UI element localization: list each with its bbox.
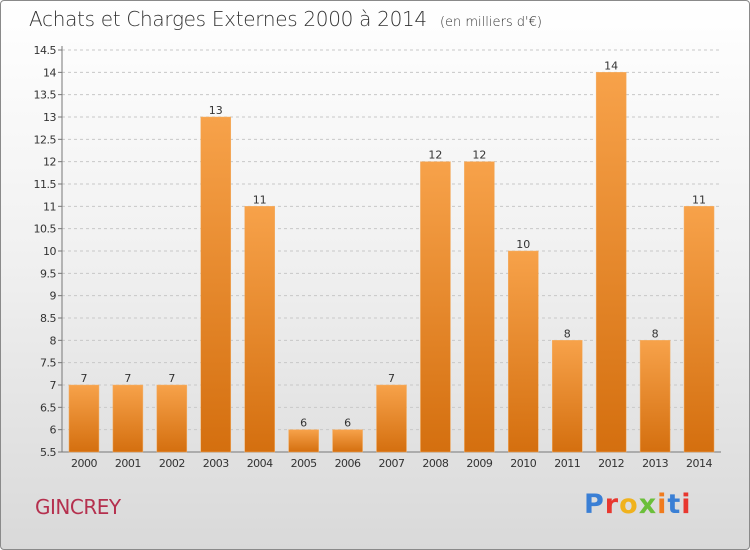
brand-letter: x [638, 489, 658, 520]
x-tick-label: 2013 [642, 457, 668, 470]
y-tick-label: 7.5 [40, 357, 56, 370]
chart-unit: (en milliers d'€) [439, 15, 542, 30]
y-tick-label: 11 [43, 200, 56, 213]
bar-value-label: 7 [80, 372, 87, 385]
bar-value-label: 10 [516, 238, 530, 251]
bar [68, 384, 100, 453]
chart-title: Achats et Charges Externes 2000 à 2014 [29, 7, 427, 31]
bars [68, 72, 715, 453]
x-tick-label: 2000 [71, 457, 97, 470]
x-tick-label: 2002 [159, 457, 185, 470]
x-tick-label: 2012 [598, 457, 624, 470]
y-tick-label: 11.5 [34, 178, 57, 191]
bar-value-label: 6 [344, 417, 351, 430]
x-tick-label: 2001 [115, 457, 141, 470]
bar [200, 116, 232, 453]
bar-value-label: 7 [388, 372, 395, 385]
bar [376, 384, 407, 453]
bar-value-label: 11 [692, 193, 706, 206]
x-tick-labels: 2000 2001 2002 2003 2004 2005 2006 2007 2008 2009… [71, 457, 713, 470]
bar [551, 340, 583, 453]
x-tick-label: 2010 [510, 457, 536, 470]
brand-letter: P [584, 489, 605, 520]
title-row: Achats et Charges Externes 2000 à 2014 (… [29, 7, 542, 31]
x-tick-label: 2007 [379, 457, 405, 470]
value-labels: 7 7 7 13 11 6 6 7 12 12 10 8 14 8 11 [80, 59, 706, 429]
y-tick-label: 14.5 [34, 44, 57, 57]
bar-value-label: 8 [652, 327, 659, 340]
x-tick-label: 2006 [335, 457, 361, 470]
brand-letter: o [619, 489, 639, 520]
bar-value-label: 6 [300, 417, 307, 430]
y-tick-label: 10.5 [34, 223, 57, 236]
y-tick-label: 12.5 [34, 133, 57, 146]
y-tick-label: 8.5 [40, 312, 56, 325]
bar [508, 250, 539, 453]
x-tick-label: 2014 [686, 457, 712, 470]
x-tick-label: 2005 [291, 457, 317, 470]
x-tick-label: 2003 [203, 457, 229, 470]
bar [332, 429, 363, 453]
y-tick-label: 9.5 [40, 267, 56, 280]
x-tick-label: 2004 [247, 457, 273, 470]
bar [683, 206, 715, 453]
bar [639, 340, 671, 453]
y-tick-label: 5.5 [40, 446, 56, 459]
bar-value-label: 14 [604, 59, 618, 72]
brand-letter: r [604, 489, 620, 520]
y-tick-label: 13 [43, 111, 56, 124]
bar-value-label: 11 [253, 193, 267, 206]
bar [464, 161, 495, 453]
bar [156, 384, 188, 453]
y-tick-labels: 5.5 6 6.5 7 7.5 8 8.5 9 9.5 10 10.5 11 11.5 12 12.5 13 1… [34, 44, 58, 459]
y-tick-label: 7 [50, 379, 57, 392]
y-tick-label: 10 [43, 245, 56, 258]
bar [112, 384, 144, 453]
x-tick-label: 2008 [422, 457, 448, 470]
y-tick-label: 9 [50, 290, 57, 303]
brand-letter: i [681, 489, 692, 520]
bar [288, 429, 319, 453]
bar [244, 206, 275, 453]
bar-value-label: 12 [428, 149, 442, 162]
bar-value-label: 13 [209, 104, 223, 117]
proxiti-logo: Proxiti [584, 489, 692, 520]
brand-letter: i [657, 489, 668, 520]
y-tick-label: 12 [43, 156, 56, 169]
bar [420, 161, 451, 453]
bar-value-label: 7 [124, 372, 131, 385]
bar [595, 72, 627, 453]
brand-letter: t [667, 489, 682, 520]
x-tick-label: 2009 [466, 457, 492, 470]
bar-value-label: 12 [472, 149, 486, 162]
y-tick-label: 6.5 [40, 401, 56, 414]
y-tick-label: 6 [50, 424, 57, 437]
x-tick-label: 2011 [554, 457, 580, 470]
place-name: GINCREY [35, 495, 121, 519]
bar-value-label: 8 [564, 327, 571, 340]
bar-value-label: 7 [168, 372, 175, 385]
y-tick-label: 14 [43, 66, 56, 79]
y-tick-label: 13.5 [34, 89, 57, 102]
y-tick-label: 8 [50, 334, 57, 347]
